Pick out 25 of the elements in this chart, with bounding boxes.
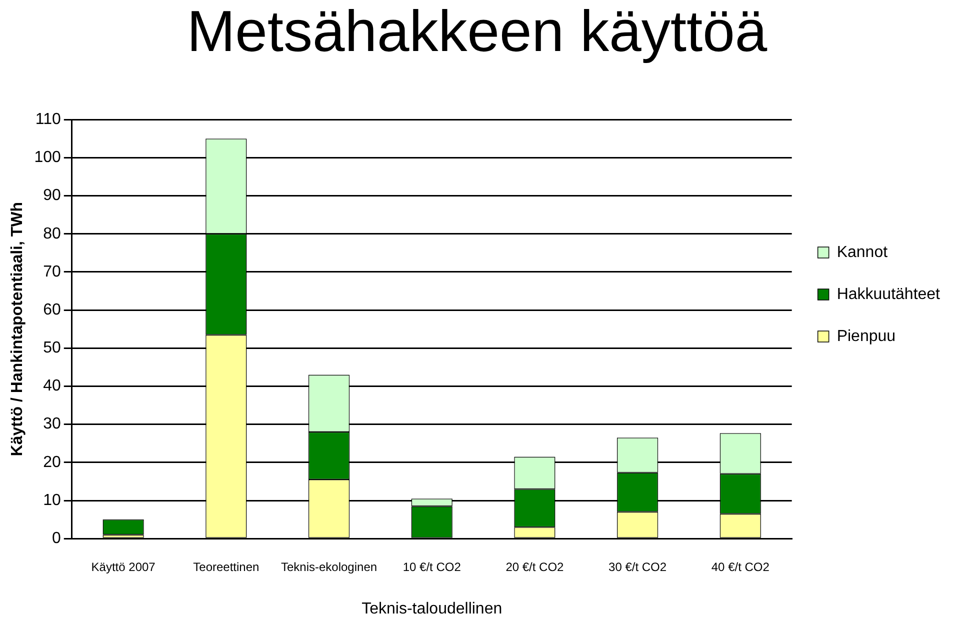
y-tick-label: 110: [35, 111, 61, 128]
x-tick-label: 30 €/t CO2: [608, 560, 667, 574]
y-tick-label: 80: [43, 225, 61, 242]
x-tick-label: 20 €/t CO2: [506, 560, 564, 574]
y-tick-label: 90: [43, 187, 61, 204]
y-tick-label: 60: [43, 301, 61, 318]
x-tick-label: 10 €/t CO2: [402, 560, 462, 574]
y-tick-label: 0: [52, 530, 61, 548]
legend-label: Pienpuu: [836, 328, 896, 345]
legend-label: Kannot: [836, 244, 888, 261]
y-axis-title: Käyttö / Hankintapotentiaali, TWh: [9, 202, 26, 456]
y-tick-label: 30: [43, 416, 61, 433]
chart-title: Metsähakkeen käyttöä: [186, 0, 768, 64]
y-tick-label: 40: [43, 378, 61, 395]
legend-label: Hakkuutähteet: [836, 286, 941, 303]
x-tick-label: Teoreettinen: [193, 560, 260, 574]
x-tick-label: Teknis-ekologinen: [280, 560, 378, 574]
y-tick-label: 100: [34, 149, 61, 166]
y-tick-label: 70: [43, 263, 61, 280]
y-tick-label: 20: [43, 454, 61, 471]
x-tick-label: 40 €/t CO2: [711, 560, 770, 574]
y-tick-label: 50: [43, 340, 61, 357]
text: Teknis-taloudellinen: [362, 600, 502, 618]
x-tick-label: Käyttö 2007: [91, 560, 156, 574]
y-tick-label: 10: [43, 492, 61, 509]
